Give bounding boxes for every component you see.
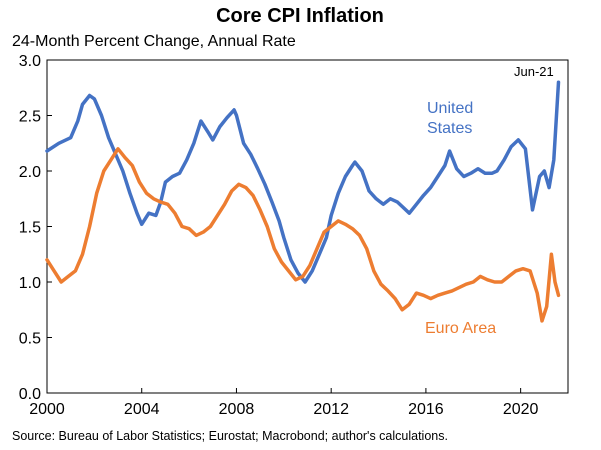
chart-title: Core CPI Inflation	[216, 5, 384, 27]
series-line-euro-area	[45, 147, 561, 323]
source-note: Source: Bureau of Labor Statistics; Euro…	[12, 429, 448, 443]
y-tick-label: 1.5	[19, 220, 41, 237]
series-lines	[45, 80, 561, 323]
annotation-jun-21: Jun-21	[514, 64, 554, 79]
x-tick-label: 2016	[408, 401, 444, 418]
x-tick-label: 2000	[29, 401, 65, 418]
x-tick-label: 2012	[313, 401, 349, 418]
y-tick-label: 2.0	[19, 164, 41, 181]
y-tick-label: 3.0	[19, 53, 41, 70]
series-line-united-states	[45, 80, 561, 284]
x-tick-label: 2020	[503, 401, 539, 418]
y-tick-label: 0.0	[19, 386, 41, 403]
y-tick-label: 0.5	[19, 331, 41, 348]
series-label-euro-area: Euro Area	[425, 320, 496, 337]
x-tick-label: 2008	[219, 401, 255, 418]
series-label-united-states: United States	[427, 100, 478, 137]
y-tick-label: 1.0	[19, 275, 41, 292]
y-tick-label: 2.5	[19, 109, 41, 126]
plot-frame	[46, 59, 569, 394]
x-axis-ticks: 2000 2004 2008 2012 2016 2020	[29, 388, 539, 418]
x-tick-label: 2004	[124, 401, 160, 418]
chart-subtitle: 24-Month Percent Change, Annual Rate	[12, 33, 296, 50]
y-axis-ticks: 0.0 0.5 1.0 1.5 2.0 2.5 3.0	[19, 53, 52, 403]
